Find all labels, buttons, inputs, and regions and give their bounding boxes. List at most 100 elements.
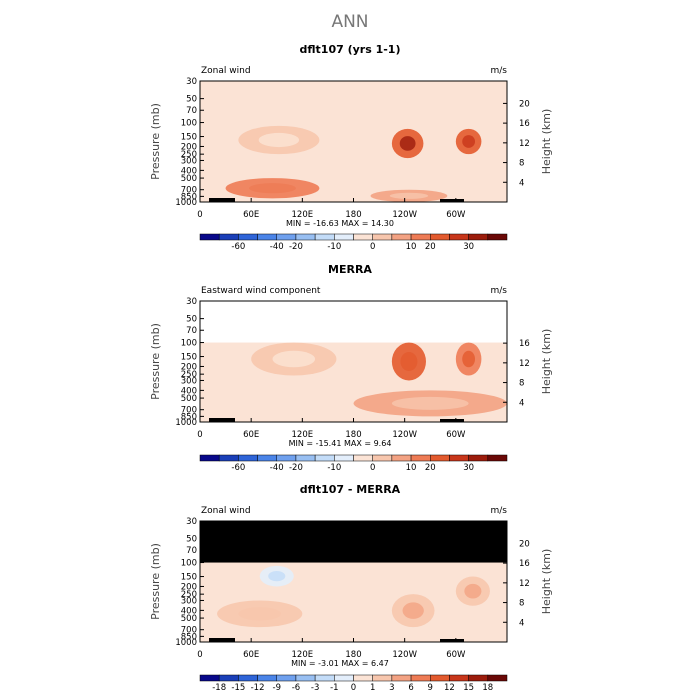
min-max-stats: MIN = -15.41 MAX = 9.64 bbox=[289, 439, 392, 448]
colorbar-bin bbox=[410, 674, 431, 682]
ytick-label: 30 bbox=[186, 297, 197, 307]
ytick-label: 850 bbox=[181, 192, 197, 202]
colorbar-bin bbox=[372, 233, 393, 241]
colorbar-bin bbox=[449, 454, 469, 462]
masked-region bbox=[200, 521, 507, 563]
colorbar-bin bbox=[199, 674, 220, 682]
ytick-label: 200 bbox=[181, 362, 197, 372]
colorbar-bin bbox=[218, 233, 239, 241]
colorbar-label: -12 bbox=[251, 683, 265, 693]
ylabel-left: Pressure (mb) bbox=[149, 323, 162, 400]
xtick-label: 0 bbox=[197, 210, 202, 220]
ytick-label: 850 bbox=[181, 412, 197, 422]
ytick-label: 400 bbox=[181, 606, 197, 616]
colorbar-bin bbox=[353, 233, 373, 241]
ytick-label: 400 bbox=[181, 166, 197, 176]
colorbar-bin bbox=[295, 674, 316, 682]
colorbar-label: -60 bbox=[231, 463, 245, 473]
colorbar-bin bbox=[276, 454, 297, 462]
colorbar-bin bbox=[238, 674, 258, 682]
ytick-right-label: 12 bbox=[519, 579, 530, 589]
xtick-label: 60W bbox=[446, 430, 466, 440]
contour-core-lower-easterly bbox=[391, 396, 469, 410]
xtick-label: 120W bbox=[392, 430, 417, 440]
ytick-right-label: 8 bbox=[519, 379, 524, 389]
xtick-label: 120E bbox=[292, 210, 314, 220]
ytick-label: 50 bbox=[186, 535, 197, 545]
terrain-africa bbox=[209, 638, 235, 642]
xtick-label: 0 bbox=[197, 650, 202, 660]
colorbar-bin bbox=[276, 233, 297, 241]
ytick-label: 1000 bbox=[175, 198, 197, 208]
ytick-right-label: 8 bbox=[519, 159, 524, 169]
units-label: m/s bbox=[491, 66, 508, 76]
colorbar-bin bbox=[391, 454, 412, 462]
contour-core-tropical-easterly bbox=[389, 192, 429, 199]
ytick-label: 250 bbox=[181, 370, 197, 380]
colorbar-label: 30 bbox=[463, 463, 474, 473]
ytick-right-label: 16 bbox=[519, 119, 530, 129]
colorbar-bin bbox=[238, 454, 258, 462]
ytick-right-label: 20 bbox=[519, 539, 530, 549]
colorbar-bin bbox=[468, 454, 489, 462]
colorbar-bin bbox=[314, 233, 335, 241]
colorbar-bin bbox=[314, 454, 335, 462]
field-label: Zonal wind bbox=[201, 66, 251, 76]
colorbar-bin bbox=[372, 674, 393, 682]
xtick-label: 120W bbox=[392, 650, 417, 660]
colorbar-bin bbox=[391, 674, 412, 682]
ytick-label: 30 bbox=[186, 77, 197, 87]
ytick-right-label: 8 bbox=[519, 599, 524, 609]
contour-core-diff-150-east bbox=[268, 570, 286, 582]
colorbar-label: -40 bbox=[270, 463, 284, 473]
xtick-label: 180 bbox=[345, 210, 361, 220]
ytick-label: 700 bbox=[181, 626, 197, 636]
xtick-label: 120E bbox=[292, 430, 314, 440]
ytick-label: 200 bbox=[181, 142, 197, 152]
min-max-stats: MIN = -3.01 MAX = 6.47 bbox=[291, 659, 389, 668]
colorbar-label: -15 bbox=[231, 683, 245, 693]
ylabel-left: Pressure (mb) bbox=[149, 543, 162, 620]
ytick-right-label: 12 bbox=[519, 139, 530, 149]
field-label: Eastward wind component bbox=[201, 286, 321, 296]
colorbar-label: -1 bbox=[330, 683, 338, 693]
terrain-andes bbox=[440, 419, 464, 422]
colorbar-label: 6 bbox=[408, 683, 413, 693]
colorbar-bin bbox=[449, 233, 469, 241]
ylabel-right: Height (km) bbox=[540, 549, 553, 615]
units-label: m/s bbox=[491, 506, 508, 516]
colorbar-bin bbox=[334, 674, 354, 682]
contour-core-diff-200-w1 bbox=[402, 602, 424, 619]
ylabel-left: Pressure (mb) bbox=[149, 103, 162, 180]
ytick-label: 500 bbox=[181, 174, 197, 184]
ytick-right-label: 20 bbox=[519, 99, 530, 109]
ytick-label: 250 bbox=[181, 150, 197, 160]
contour-core-jet-core-200-w2 bbox=[462, 350, 476, 368]
colorbar-label: -6 bbox=[292, 683, 300, 693]
ylabel-right: Height (km) bbox=[540, 109, 553, 175]
ytick-label: 400 bbox=[181, 386, 197, 396]
colorbar-bin bbox=[353, 674, 373, 682]
colorbar-label: 18 bbox=[482, 683, 493, 693]
xtick-label: 180 bbox=[345, 650, 361, 660]
colorbar-label: 20 bbox=[425, 242, 436, 252]
ytick-right-label: 4 bbox=[519, 618, 524, 628]
colorbar-bin bbox=[449, 674, 469, 682]
colorbar-label: 3 bbox=[389, 683, 394, 693]
colorbar-label: -60 bbox=[231, 242, 245, 252]
colorbar-bin bbox=[238, 233, 258, 241]
ytick-label: 150 bbox=[181, 133, 197, 143]
colorbar-bin bbox=[487, 674, 508, 682]
colorbar-label: 0 bbox=[370, 242, 375, 252]
colorbar-label: 20 bbox=[425, 463, 436, 473]
ytick-right-label: 4 bbox=[519, 178, 524, 188]
ytick-right-label: 12 bbox=[519, 359, 530, 369]
xtick-label: 120E bbox=[292, 650, 314, 660]
colorbar-label: 15 bbox=[463, 683, 474, 693]
panel-title: dflt107 (yrs 1-1) bbox=[300, 43, 401, 56]
contour-core-diff-200-w2 bbox=[464, 583, 482, 599]
ytick-label: 500 bbox=[181, 614, 197, 624]
colorbar-label: -18 bbox=[212, 683, 226, 693]
